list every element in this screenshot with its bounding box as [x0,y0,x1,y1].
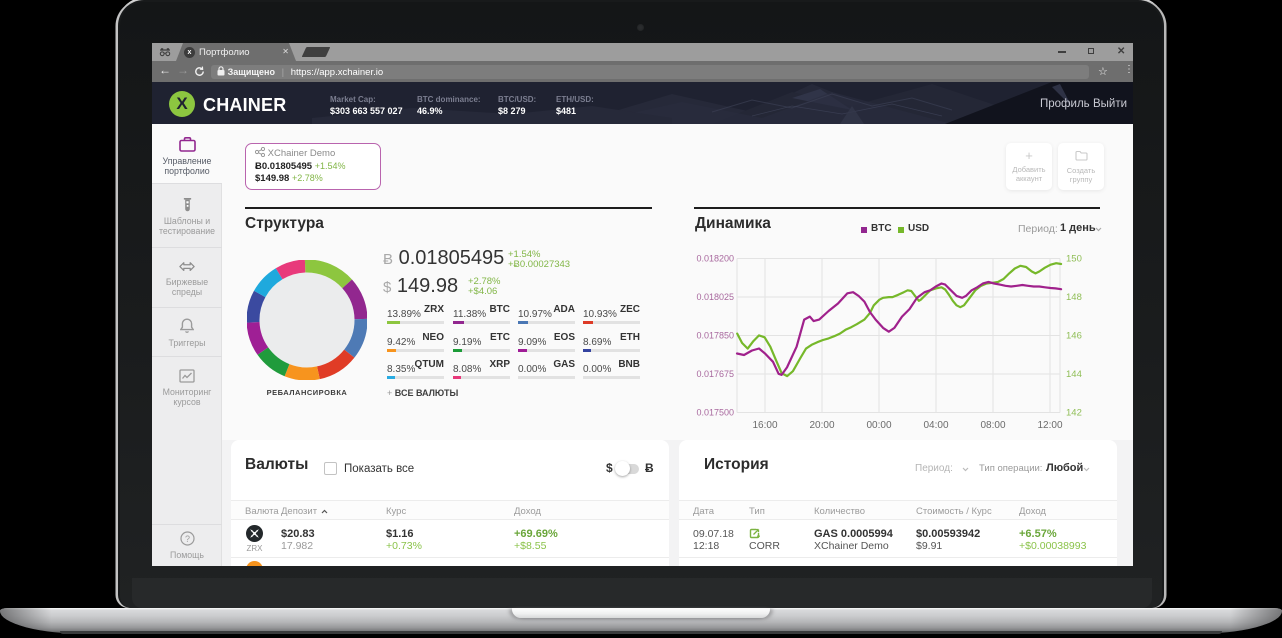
svg-text:148: 148 [1066,292,1082,303]
svg-text:142: 142 [1066,408,1082,419]
svg-text:146: 146 [1066,331,1082,342]
svg-text:0.017850: 0.017850 [696,331,734,341]
svg-text:20:00: 20:00 [809,420,834,431]
svg-text:150: 150 [1066,254,1082,265]
svg-text:08:00: 08:00 [980,420,1005,431]
svg-text:04:00: 04:00 [923,420,948,431]
svg-text:00:00: 00:00 [866,420,891,431]
svg-text:16:00: 16:00 [752,420,777,431]
svg-text:0.018200: 0.018200 [696,254,734,264]
svg-text:0.017675: 0.017675 [696,369,734,379]
svg-text:12:00: 12:00 [1037,420,1062,431]
svg-text:0.017500: 0.017500 [696,408,734,418]
svg-text:144: 144 [1066,369,1082,380]
svg-text:?: ? [184,534,189,544]
svg-text:0.018025: 0.018025 [696,292,734,302]
